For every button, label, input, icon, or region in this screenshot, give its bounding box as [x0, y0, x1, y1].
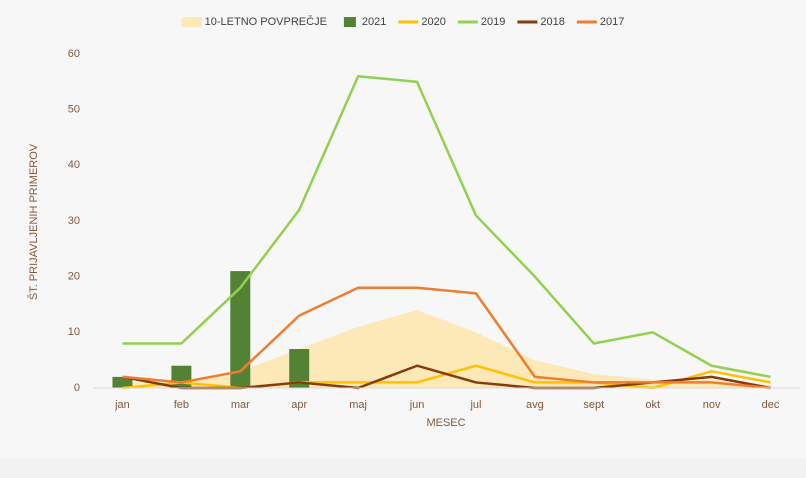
x-tick-label: mar [231, 399, 250, 411]
y-axis-title: ŠT. PRIJAVLJENIH PRIMEROV [27, 143, 40, 300]
x-tick-label: jan [114, 399, 130, 411]
line [122, 286, 771, 390]
legend-label: 2019 [481, 16, 505, 28]
legend-label: 2021 [362, 16, 386, 28]
legend-swatch [343, 17, 356, 27]
legend-swatch [181, 17, 202, 27]
legend-label: 2017 [600, 16, 624, 28]
legend: 10-LETNO POVPREČJE 2021 2020 2019 2018 2017 [181, 15, 624, 28]
x-tick-label: dec [762, 399, 780, 411]
x-tick-label: feb [174, 399, 189, 411]
y-tick-label: 0 [74, 382, 80, 394]
x-tick-label: nov [703, 399, 721, 411]
bar [112, 376, 133, 388]
x-tick-label: jun [409, 399, 425, 411]
y-tick-label: 40 [68, 159, 80, 171]
x-tick-label: avg [526, 399, 544, 411]
legend-label: 2020 [421, 16, 445, 28]
x-tick-label: apr [291, 399, 307, 411]
chart-background [0, 0, 806, 458]
line [122, 75, 771, 379]
y-tick-label: 50 [68, 104, 80, 116]
x-tick-label: okt [645, 399, 660, 411]
y-tick-label: 20 [68, 271, 80, 283]
bar [230, 271, 251, 388]
legend-label: 2018 [540, 16, 564, 28]
y-tick-label: 10 [68, 326, 80, 338]
y-tick-label: 30 [68, 215, 80, 227]
x-tick-label: sept [583, 399, 604, 411]
bar [289, 349, 310, 388]
legend-label: 10-LETNO POVPREČJE [205, 15, 327, 28]
x-tick-label: maj [349, 399, 367, 411]
x-tick-label: jul [469, 399, 481, 411]
bar [171, 365, 192, 388]
x-axis-title: MESEC [426, 417, 465, 429]
y-tick-label: 60 [68, 48, 80, 60]
area [122, 310, 771, 388]
